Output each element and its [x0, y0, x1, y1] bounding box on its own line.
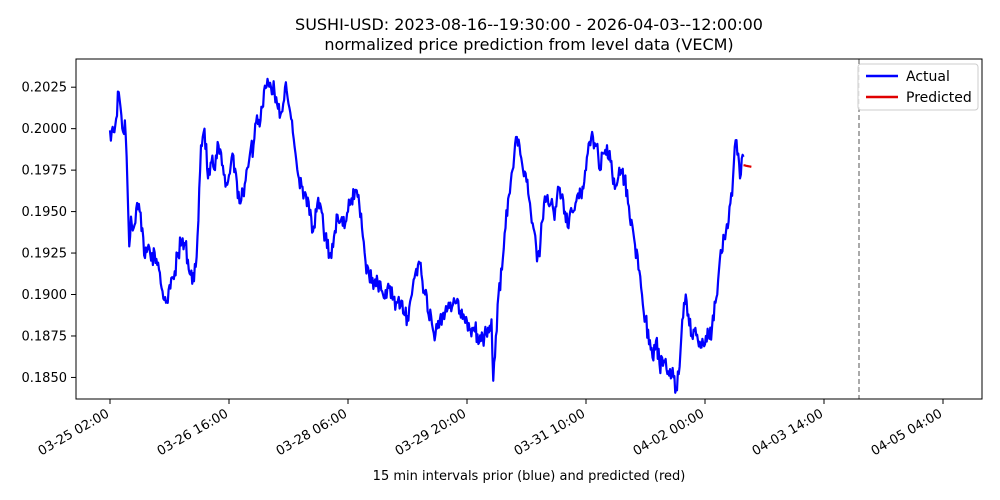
y-tick-label: 0.1875 — [22, 329, 68, 344]
x-tick-label: 03-28 06:00 — [274, 406, 350, 459]
plot-frame — [75, 58, 983, 400]
y-tick-label: 0.1850 — [22, 371, 68, 386]
x-axis-label: 15 min intervals prior (blue) and predic… — [373, 469, 686, 484]
chart-subtitle: normalized price prediction from level d… — [324, 35, 733, 54]
y-axis: 0.1850 0.1875 0.1900 0.1925 0.1950 0.1975 0.20… — [22, 81, 76, 386]
y-tick-label: 0.1900 — [22, 288, 68, 303]
y-tick-label: 0.1975 — [22, 164, 68, 179]
y-tick-label: 0.2025 — [22, 81, 68, 96]
x-tick-label: 04-05 04:00 — [869, 406, 945, 459]
y-tick-label: 0.1925 — [22, 247, 68, 262]
x-tick-label: 04-02 00:00 — [631, 406, 707, 459]
predicted-price-line — [743, 164, 752, 168]
actual-price-line — [108, 77, 745, 394]
x-tick-label: 03-31 10:00 — [512, 406, 588, 459]
legend-label-actual: Actual — [906, 69, 950, 85]
y-tick-label: 0.2000 — [22, 122, 68, 137]
x-tick-label: 03-29 20:00 — [393, 406, 469, 459]
chart-title: SUSHI-USD: 2023-08-16--19:30:00 - 2026-0… — [295, 15, 763, 34]
x-tick-label: 03-26 16:00 — [155, 406, 231, 459]
y-tick-label: 0.1950 — [22, 205, 68, 220]
x-tick-label: 04-03 14:00 — [750, 406, 826, 459]
x-tick-label: 03-25 02:00 — [36, 406, 112, 459]
series-lines — [108, 77, 752, 394]
legend-label-predicted: Predicted — [906, 90, 972, 106]
legend: Actual Predicted — [857, 63, 979, 111]
x-axis: 03-25 02:00 03-26 16:00 03-28 06:00 03-29 2… — [36, 399, 945, 459]
